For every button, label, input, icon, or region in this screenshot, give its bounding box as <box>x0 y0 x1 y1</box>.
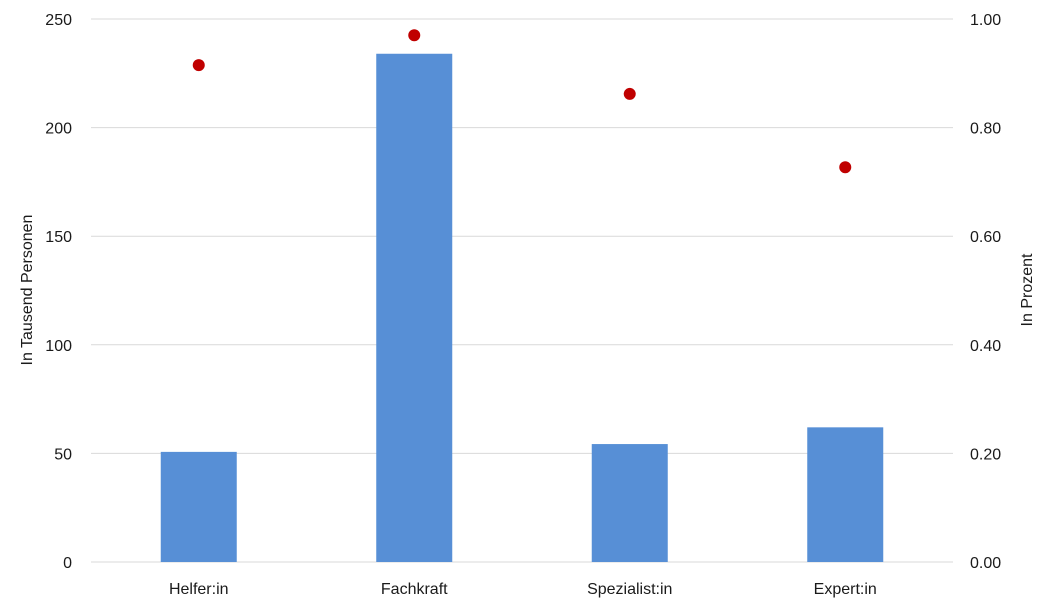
left-tick-label: 200 <box>45 121 72 138</box>
left-axis-ticks: 0 50 100 150 200 250 <box>45 12 72 572</box>
right-tick-label: 1.00 <box>970 12 1001 29</box>
data-point <box>408 29 421 42</box>
bar <box>376 53 453 562</box>
left-tick-label: 0 <box>63 555 72 572</box>
right-tick-label: 0.00 <box>970 555 1001 572</box>
left-tick-label: 250 <box>45 12 72 29</box>
x-axis-ticks: Helfer:in Fachkraft Spezialist:in Expert:in <box>169 581 877 598</box>
bar <box>160 451 237 562</box>
left-tick-label: 50 <box>54 446 72 463</box>
x-tick-label: Helfer:in <box>169 581 229 598</box>
x-tick-label: Spezialist:in <box>587 581 672 598</box>
left-tick-label: 100 <box>45 338 72 355</box>
bar-series <box>160 53 884 562</box>
point-series <box>192 29 852 174</box>
data-point <box>192 59 205 72</box>
right-tick-label: 0.20 <box>970 446 1001 463</box>
right-axis-ticks: 0.00 0.20 0.40 0.60 0.80 1.00 <box>970 12 1001 572</box>
right-tick-label: 0.80 <box>970 121 1001 138</box>
bar <box>807 427 884 562</box>
right-tick-label: 0.60 <box>970 229 1001 246</box>
x-tick-label: Fachkraft <box>381 581 448 598</box>
x-tick-label: Expert:in <box>814 581 877 598</box>
data-point <box>623 87 636 100</box>
right-tick-label: 0.40 <box>970 338 1001 355</box>
data-point <box>839 161 852 174</box>
bar <box>591 444 668 562</box>
left-axis-title: In Tausend Personen <box>19 215 36 366</box>
left-tick-label: 150 <box>45 229 72 246</box>
right-axis-title: In Prozent <box>1019 253 1036 326</box>
